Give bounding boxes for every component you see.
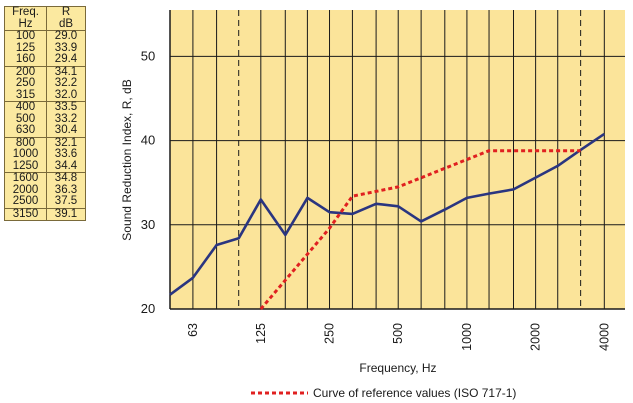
x-axis-label: Frequency, Hz [359, 361, 436, 375]
freq-value: 500 [15, 112, 36, 125]
r-value: 39.1 [54, 207, 78, 220]
y-tick-label: 40 [141, 133, 155, 148]
freq-value: 1250 [12, 159, 39, 172]
table-group-row: 1600 2000 2500 34.8 36.3 37.5 [4, 172, 86, 209]
r-value: 33.9 [54, 41, 78, 54]
r-value: 33.5 [54, 101, 78, 113]
r-value: 32.2 [54, 77, 78, 89]
y-tick-labels: 20 30 40 50 [141, 48, 155, 316]
x-tick-label: 250 [323, 323, 337, 344]
freq-header-line1: Freq. [12, 6, 39, 18]
r-header-line1: R [61, 6, 71, 18]
legend-reference-label: Curve of reference values (ISO 717-1) [313, 386, 516, 400]
r-value-cell: 33.5 33.2 30.4 [46, 101, 86, 138]
r-value: 37.5 [54, 195, 78, 207]
x-tick-label: 2000 [529, 323, 543, 351]
reference-curve [259, 149, 581, 310]
r-value-cell: 34.8 36.3 37.5 [46, 172, 86, 209]
freq-header: Freq. Hz [4, 6, 47, 31]
r-value: 30.4 [54, 124, 78, 136]
r-value: 29.0 [54, 30, 78, 42]
r-header-line2: dB [58, 17, 74, 30]
r-value: 32.1 [54, 136, 78, 149]
x-tick-labels: 63 125 250 500 1000 2000 4000 [186, 323, 611, 351]
freq-value: 1600 [12, 172, 39, 184]
r-value-cell: 39.1 [46, 207, 86, 221]
freq-value: 2000 [12, 183, 39, 196]
x-tick-label: 500 [391, 323, 405, 344]
freq-value: 800 [15, 136, 36, 149]
r-value: 33.6 [54, 148, 78, 160]
table-group-row: 400 500 630 33.5 33.2 30.4 [4, 101, 86, 138]
x-tick-label: 4000 [597, 323, 611, 351]
freq-value: 160 [15, 53, 36, 65]
freq-value: 2500 [12, 195, 39, 207]
r-value-cell: 32.1 33.6 34.4 [46, 136, 86, 173]
r-value: 34.4 [54, 159, 78, 172]
r-value: 36.3 [54, 183, 78, 196]
table-body: 100 125 160 29.0 33.9 29.4 200 250 315 34.1 32.2 32… [4, 30, 86, 221]
x-tick-label: 125 [254, 323, 268, 344]
freq-header-line2: Hz [18, 17, 33, 30]
freq-cell: 400 500 630 [4, 101, 47, 138]
freq-value: 100 [15, 30, 36, 42]
y-tick-label: 20 [141, 301, 155, 316]
freq-value: 400 [15, 101, 36, 113]
x-tick-label: 1000 [460, 323, 474, 351]
r-value: 33.2 [54, 112, 78, 125]
r-value-cell: 29.0 33.9 29.4 [46, 30, 86, 67]
freq-value: 630 [15, 124, 36, 136]
y-tick-label: 50 [141, 48, 155, 63]
x-tick-label: 63 [186, 323, 200, 337]
r-value: 34.1 [54, 65, 78, 78]
data-table: Freq. Hz R dB 100 125 160 29.0 33.9 29.4 200 25… [4, 6, 86, 221]
r-value: 29.4 [54, 53, 78, 65]
freq-value: 3150 [12, 207, 39, 220]
table-group-row: 800 1000 1250 32.1 33.6 34.4 [4, 136, 86, 173]
r-value: 32.0 [54, 88, 78, 101]
freq-value: 125 [15, 41, 36, 54]
freq-value: 200 [15, 65, 36, 78]
freq-value: 250 [15, 77, 36, 89]
y-axis-label: Sound Reduction Index, R, dB [120, 79, 134, 240]
legend: Curve of reference values (ISO 717-1) [251, 386, 516, 400]
r-header: R dB [46, 6, 86, 31]
measured-curve [169, 132, 606, 296]
r-value-cell: 34.1 32.2 32.0 [46, 65, 86, 102]
freq-value: 1000 [12, 148, 39, 160]
y-tick-label: 30 [141, 217, 155, 232]
grid [169, 10, 625, 310]
table-group-row: 3150 39.1 [4, 207, 86, 221]
freq-value: 315 [15, 88, 36, 101]
series-layer [169, 132, 606, 310]
plot-background [170, 10, 625, 309]
r-value: 34.8 [54, 172, 78, 184]
